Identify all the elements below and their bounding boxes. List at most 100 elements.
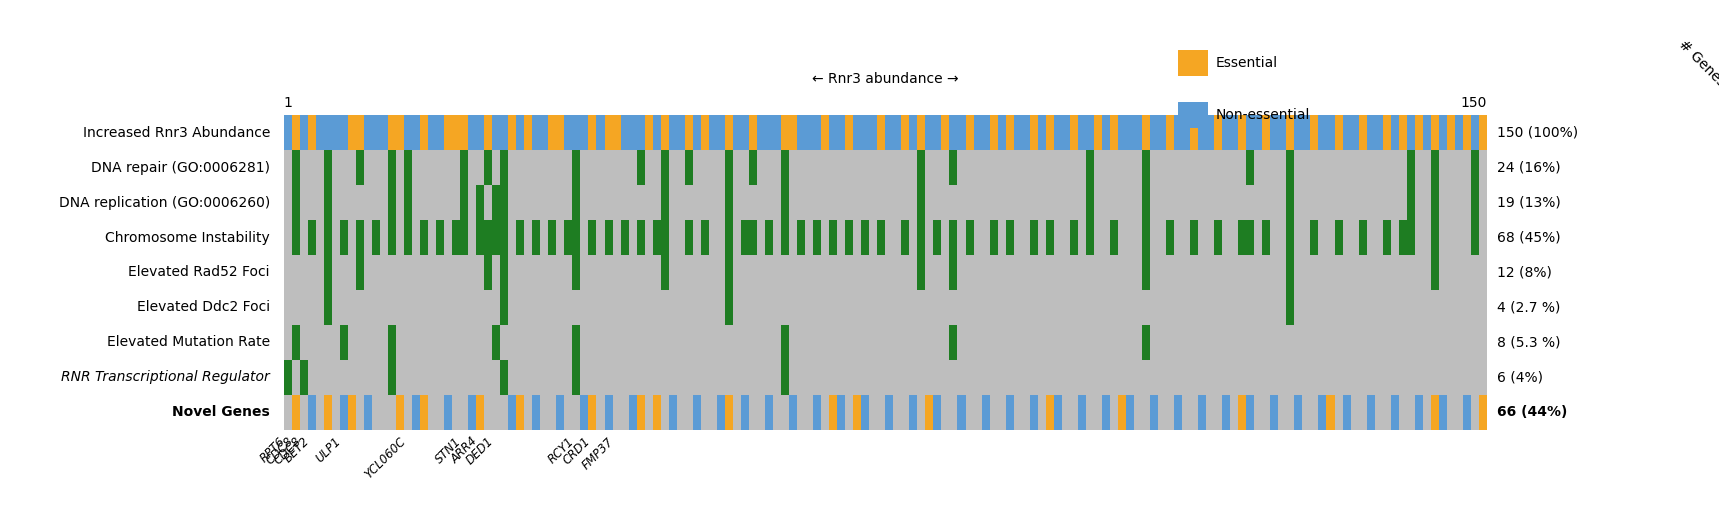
Bar bbox=[877, 115, 885, 150]
Bar bbox=[1126, 395, 1135, 430]
Bar bbox=[861, 395, 870, 430]
Bar bbox=[813, 395, 822, 430]
Bar bbox=[837, 395, 846, 430]
Bar bbox=[1399, 220, 1406, 255]
Bar bbox=[1141, 150, 1150, 185]
Bar bbox=[1439, 115, 1447, 150]
Bar bbox=[829, 115, 837, 150]
Bar bbox=[918, 185, 925, 220]
Bar bbox=[500, 185, 509, 220]
Bar bbox=[572, 115, 581, 150]
Bar bbox=[1430, 115, 1439, 150]
Text: Essential: Essential bbox=[1215, 56, 1277, 70]
Bar bbox=[1086, 150, 1093, 185]
Bar bbox=[1286, 150, 1294, 185]
Bar bbox=[1045, 395, 1054, 430]
Bar bbox=[323, 185, 332, 220]
Bar bbox=[323, 395, 332, 430]
Bar bbox=[669, 115, 677, 150]
Bar bbox=[1246, 150, 1255, 185]
Bar bbox=[990, 115, 997, 150]
Bar bbox=[485, 255, 492, 290]
Bar bbox=[1086, 220, 1093, 255]
Bar bbox=[982, 115, 990, 150]
Bar bbox=[1343, 395, 1351, 430]
Bar bbox=[1430, 255, 1439, 290]
Bar bbox=[894, 115, 901, 150]
Bar bbox=[918, 220, 925, 255]
Bar bbox=[1262, 220, 1270, 255]
Bar bbox=[371, 115, 380, 150]
Bar bbox=[870, 115, 877, 150]
Bar bbox=[1054, 115, 1062, 150]
Bar bbox=[299, 115, 308, 150]
Bar bbox=[1262, 115, 1270, 150]
Bar bbox=[804, 115, 813, 150]
Bar bbox=[533, 115, 540, 150]
Bar bbox=[356, 150, 364, 185]
Bar bbox=[308, 395, 316, 430]
Bar bbox=[1463, 115, 1471, 150]
Bar bbox=[500, 360, 509, 395]
Bar bbox=[621, 115, 629, 150]
Bar bbox=[364, 395, 371, 430]
Bar bbox=[1406, 150, 1415, 185]
Bar bbox=[780, 185, 789, 220]
Bar bbox=[1174, 115, 1183, 150]
Bar bbox=[292, 150, 299, 185]
Bar bbox=[780, 220, 789, 255]
Bar bbox=[492, 115, 500, 150]
Bar bbox=[1062, 115, 1069, 150]
Text: Increased Rnr3 Abundance: Increased Rnr3 Abundance bbox=[83, 126, 270, 140]
Bar bbox=[1165, 220, 1174, 255]
Bar bbox=[356, 255, 364, 290]
Bar bbox=[725, 255, 732, 290]
Text: 8 (5.3 %): 8 (5.3 %) bbox=[1497, 335, 1561, 350]
Bar bbox=[371, 220, 380, 255]
Bar bbox=[340, 220, 347, 255]
Text: ← Rnr3 abundance →: ← Rnr3 abundance → bbox=[811, 72, 959, 86]
Bar bbox=[990, 220, 997, 255]
Bar bbox=[669, 395, 677, 430]
Bar bbox=[485, 150, 492, 185]
Bar bbox=[492, 325, 500, 360]
Bar bbox=[933, 220, 942, 255]
Bar bbox=[732, 115, 741, 150]
Bar bbox=[485, 220, 492, 255]
Bar bbox=[1310, 220, 1318, 255]
Bar bbox=[1430, 150, 1439, 185]
Bar bbox=[684, 115, 693, 150]
Bar bbox=[901, 220, 909, 255]
Bar bbox=[572, 360, 581, 395]
Bar bbox=[1439, 395, 1447, 430]
Bar bbox=[1150, 395, 1159, 430]
Bar bbox=[1198, 115, 1207, 150]
Bar bbox=[918, 255, 925, 290]
Bar bbox=[1030, 220, 1038, 255]
Bar bbox=[636, 150, 645, 185]
Bar bbox=[1318, 395, 1327, 430]
Bar bbox=[395, 115, 404, 150]
Bar bbox=[660, 150, 669, 185]
Bar bbox=[428, 115, 437, 150]
Text: RNR Transcriptional Regulator: RNR Transcriptional Regulator bbox=[62, 370, 270, 384]
Text: 6 (4%): 6 (4%) bbox=[1497, 370, 1544, 384]
Bar bbox=[957, 395, 966, 430]
Bar bbox=[636, 395, 645, 430]
Bar bbox=[901, 115, 909, 150]
Bar bbox=[1406, 115, 1415, 150]
Bar bbox=[323, 115, 332, 150]
Bar bbox=[388, 115, 395, 150]
Bar bbox=[284, 395, 1487, 430]
Bar bbox=[1351, 115, 1358, 150]
Bar bbox=[1110, 220, 1117, 255]
Bar bbox=[323, 255, 332, 290]
Bar bbox=[1406, 185, 1415, 220]
Bar bbox=[780, 360, 789, 395]
Bar bbox=[741, 115, 749, 150]
Bar bbox=[1415, 115, 1423, 150]
Bar bbox=[404, 220, 413, 255]
Bar bbox=[323, 150, 332, 185]
Bar bbox=[308, 115, 316, 150]
Bar bbox=[829, 220, 837, 255]
